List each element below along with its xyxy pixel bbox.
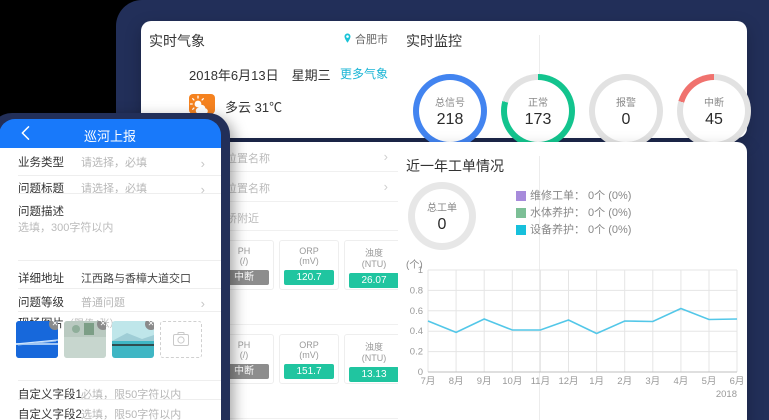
svg-text:3月: 3月: [645, 376, 660, 387]
svg-text:10月: 10月: [502, 376, 522, 387]
svg-text:0.8: 0.8: [410, 285, 423, 296]
svg-text:1月: 1月: [589, 376, 604, 387]
svg-text:11月: 11月: [531, 376, 550, 387]
svg-text:0.2: 0.2: [410, 347, 423, 358]
svg-text:12月: 12月: [558, 376, 578, 387]
svg-text:2018: 2018: [716, 389, 737, 400]
svg-text:9月: 9月: [477, 376, 492, 387]
svg-text:8月: 8月: [449, 376, 464, 387]
svg-text:5月: 5月: [702, 376, 717, 387]
svg-text:6月: 6月: [730, 376, 745, 387]
svg-text:4月: 4月: [674, 376, 689, 387]
svg-text:2月: 2月: [617, 376, 632, 387]
svg-text:0.4: 0.4: [410, 326, 423, 337]
svg-text:7月: 7月: [421, 376, 436, 387]
svg-text:0.6: 0.6: [410, 306, 423, 317]
svg-text:1: 1: [418, 265, 423, 276]
